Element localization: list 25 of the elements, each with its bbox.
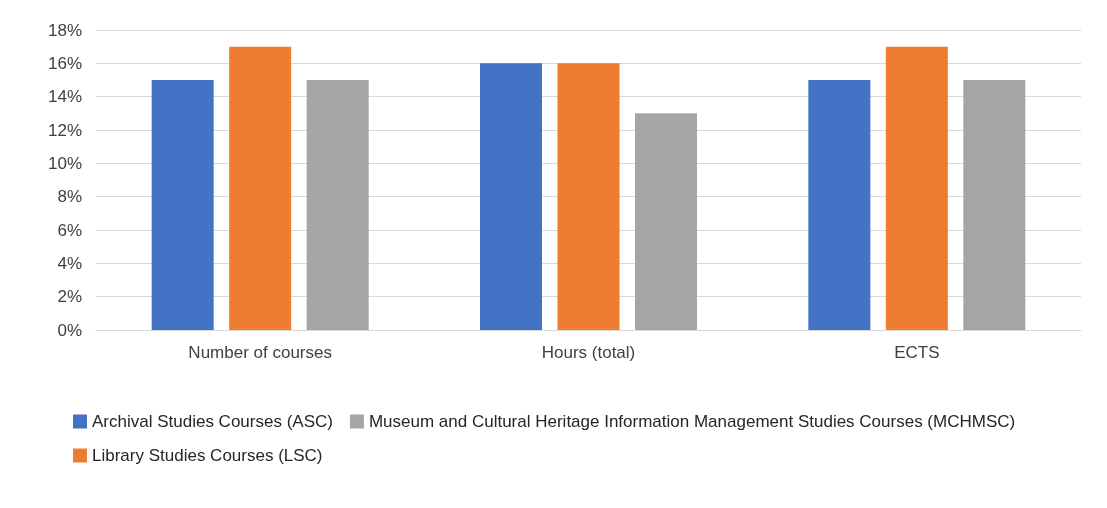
y-tick-label: 0% [57,320,82,340]
legend-label: Library Studies Courses (LSC) [92,446,323,465]
y-tick-label: 16% [47,53,82,73]
bar [808,80,871,330]
y-tick-label: 12% [47,120,82,140]
bar [151,80,214,330]
y-tick-label: 8% [57,187,82,207]
legend-label: Archival Studies Courses (ASC) [92,412,333,431]
y-tick-label: 14% [47,87,82,107]
legend-label: Museum and Cultural Heritage Information Management Studies Courses (MCHMSC) [368,412,1016,431]
bar [557,63,620,330]
y-tick-label: 18% [47,20,82,40]
bar [229,46,292,330]
x-tick-label: Number of courses [188,343,332,362]
y-tick-label: 4% [57,253,82,273]
bar [306,80,369,330]
y-tick-label: 6% [57,220,82,240]
bar [885,46,948,330]
x-tick-label: ECTS [894,343,940,362]
x-tick-label: Hours (total) [541,343,636,362]
bar [963,80,1026,330]
y-tick-label: 2% [57,287,82,307]
bar [480,63,542,330]
bar [635,113,697,330]
y-tick-label: 10% [47,153,82,173]
